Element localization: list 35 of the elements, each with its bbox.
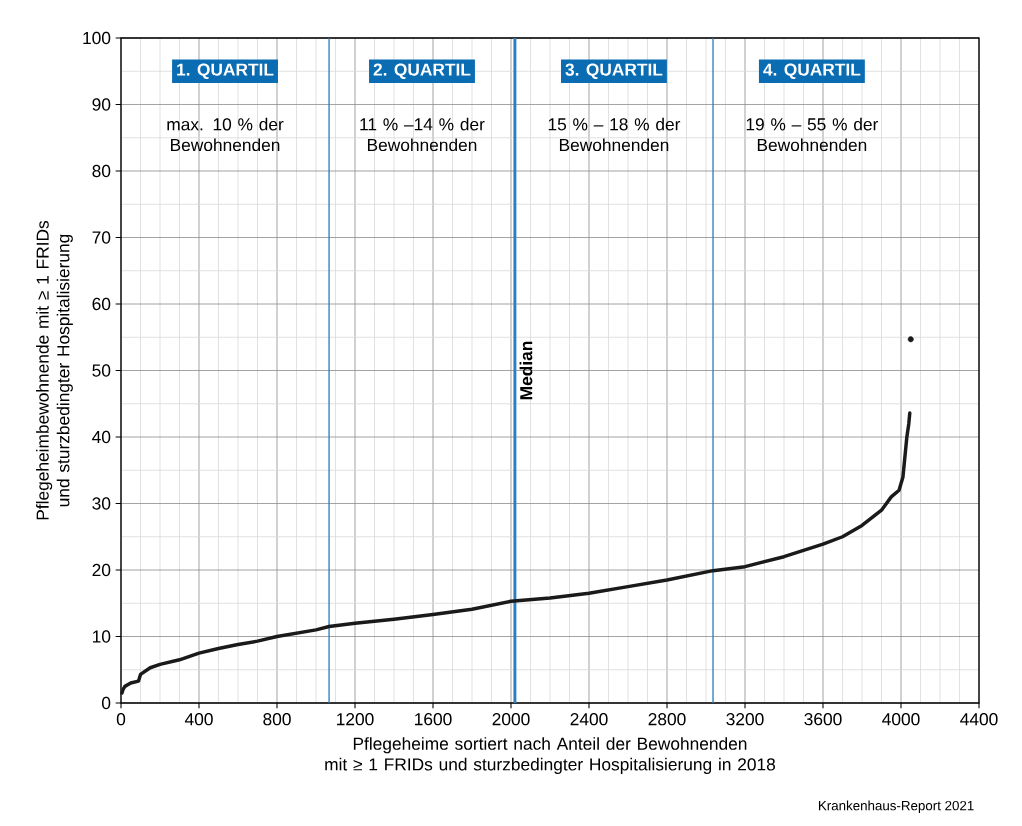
x-tick-label: 800 xyxy=(263,713,291,726)
annotation: 2. QUARTIL xyxy=(373,63,471,80)
annotation: max. 10 % der Bewohnenden xyxy=(167,117,284,152)
x-tick-label: 2400 xyxy=(570,713,608,726)
annotation: 4. QUARTIL xyxy=(763,63,861,80)
x-tick-label: 2800 xyxy=(648,713,686,726)
y-tick-label: 10 xyxy=(92,630,111,643)
ref-line-label: Median xyxy=(519,341,533,400)
y-tick-label: 60 xyxy=(92,297,111,311)
x-tick-label: 400 xyxy=(184,713,213,726)
y-axis-title: Pflegeheimbewohnende mit ≥ 1 FRIDs und sturzbedingter Hospitalisierung xyxy=(36,220,73,520)
y-tick-label: 80 xyxy=(92,164,111,178)
y-tick-label: 20 xyxy=(92,563,111,577)
y-tick-label: 50 xyxy=(92,364,111,377)
annotation: 3. QUARTIL xyxy=(565,63,663,80)
annotation: 11 % –14 % der Bewohnenden xyxy=(360,117,485,152)
annotation: 15 % – 18 % der Bewohnenden xyxy=(548,117,681,152)
annotation: 1. QUARTIL xyxy=(177,63,274,80)
x-tick-label: 1200 xyxy=(337,713,374,726)
x-tick-label: 4000 xyxy=(882,713,920,726)
y-tick-label: 70 xyxy=(92,231,111,244)
y-tick-label: 30 xyxy=(92,497,111,510)
y-tick-label: 90 xyxy=(92,98,111,111)
x-tick-label: 4400 xyxy=(960,713,998,726)
x-tick-label: 3600 xyxy=(804,713,842,726)
annotation: 19 % – 55 % der Bewohnenden xyxy=(746,117,879,152)
x-tick-label: 1600 xyxy=(415,713,452,726)
x-tick-label: 2000 xyxy=(492,713,530,726)
y-tick-label: 0 xyxy=(101,696,111,710)
y-tick-label: 100 xyxy=(83,31,111,45)
x-tick-label: 3200 xyxy=(726,713,764,726)
y-tick-label: 40 xyxy=(92,430,111,444)
text: Krankenhaus-Report 2021 xyxy=(818,800,974,813)
x-tick-label: 0 xyxy=(116,713,126,726)
x-axis-title: Pflegeheime sortiert nach Anteil der Bewohnenden mit ≥ 1 FRIDs und sturzbedingter Hospitalisierung in 2018 xyxy=(325,737,776,774)
